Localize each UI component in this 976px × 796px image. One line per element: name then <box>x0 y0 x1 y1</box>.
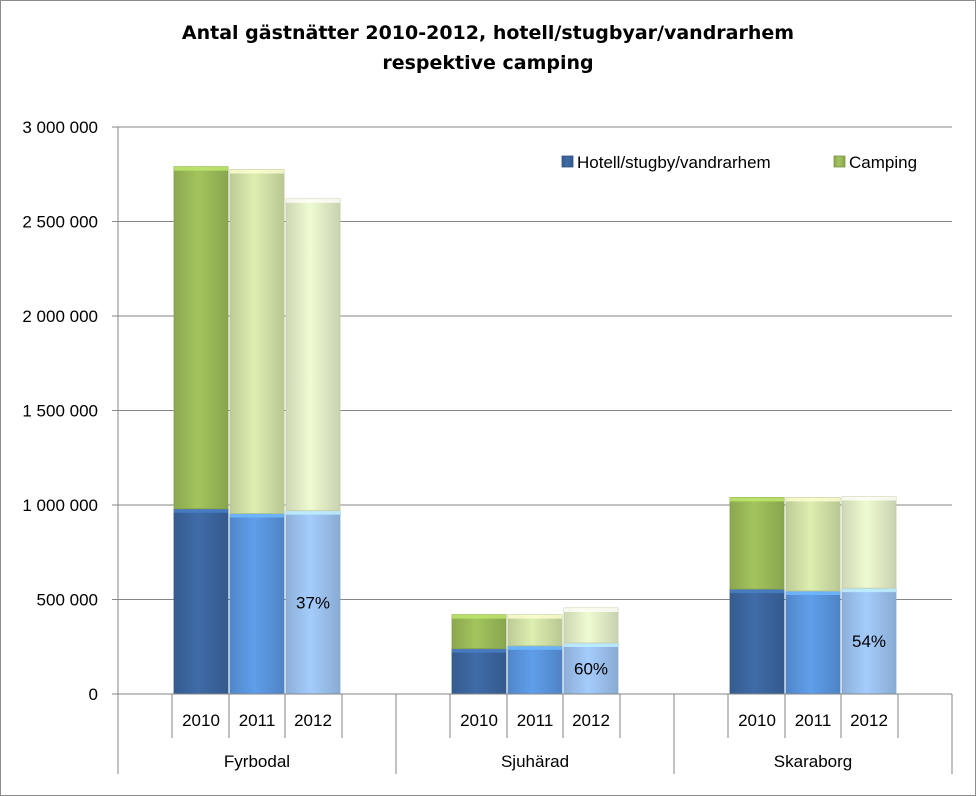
y-tick-label: 1 500 000 <box>22 402 98 421</box>
bar-highlight <box>842 588 896 593</box>
legend-label: Camping <box>849 153 917 172</box>
bar-camping-fyrbodal-2012 <box>285 198 341 512</box>
bar-highlight <box>730 497 784 502</box>
y-tick-label: 500 000 <box>37 591 98 610</box>
x-group-label: Skaraborg <box>774 752 852 771</box>
y-tick-label: 1 000 000 <box>22 496 98 515</box>
bar-camping-skaraborg-2010 <box>729 497 785 590</box>
bar-highlight <box>786 497 840 502</box>
bar-hotell-skaraborg-2011 <box>785 590 841 695</box>
bar-highlight <box>508 614 562 619</box>
bar-highlight <box>230 169 284 174</box>
x-tick-year: 2011 <box>239 711 276 730</box>
bar-hotell-fyrbodal-2012 <box>285 510 341 695</box>
bar-hotell-fyrbodal-2010 <box>173 508 229 695</box>
chart-title-line2: respektive camping <box>382 52 594 74</box>
bar-camping-fyrbodal-2010 <box>173 166 229 510</box>
bar-highlight <box>564 642 618 647</box>
share-label: 60% <box>574 659 608 678</box>
bars <box>173 166 897 695</box>
legend-swatch <box>833 155 846 168</box>
share-label: 54% <box>852 632 886 651</box>
chart-title-line1: Antal gästnätter 2010-2012, hotell/stugb… <box>181 22 795 44</box>
bar-highlight <box>508 645 562 650</box>
legend-label: Hotell/stugby/vandrarhem <box>577 153 771 172</box>
bar-highlight <box>730 589 784 594</box>
bar-camping-sjuhärad-2010 <box>451 614 507 650</box>
bar-highlight <box>842 496 896 501</box>
bar-camping-fyrbodal-2011 <box>229 169 285 514</box>
legend-swatch <box>561 155 574 168</box>
y-tick-label: 0 <box>89 685 98 704</box>
data-labels: 37% 60% 54% <box>296 593 886 678</box>
y-tick-label: 2 500 000 <box>22 213 98 232</box>
x-tick-year: 2011 <box>517 711 554 730</box>
y-axis-ticks: 0 500 000 1 000 000 1 500 000 2 000 000 2 500… <box>22 118 119 774</box>
bar-highlight <box>286 510 340 515</box>
x-tick-year: 2010 <box>460 711 498 730</box>
bar-highlight <box>564 608 618 613</box>
x-tick-year: 2011 <box>795 711 832 730</box>
bar-highlight <box>452 648 506 653</box>
bar-camping-sjuhärad-2012 <box>563 607 619 644</box>
bar-hotell-fyrbodal-2011 <box>229 513 285 695</box>
bar-hotell-sjuhärad-2012 <box>563 642 619 695</box>
x-tick-year: 2010 <box>182 711 220 730</box>
bar-camping-skaraborg-2011 <box>785 497 841 592</box>
bar-hotell-sjuhärad-2011 <box>507 645 563 695</box>
x-tick-year: 2010 <box>738 711 776 730</box>
x-tick-year: 2012 <box>572 711 610 730</box>
bar-camping-sjuhärad-2011 <box>507 614 563 647</box>
bar-highlight <box>786 590 840 595</box>
bar-hotell-skaraborg-2012 <box>841 587 897 695</box>
bar-highlight <box>230 513 284 518</box>
bar-hotell-sjuhärad-2010 <box>451 648 507 695</box>
share-label: 37% <box>296 593 330 612</box>
bar-camping-skaraborg-2012 <box>841 496 897 589</box>
bar-hotell-skaraborg-2010 <box>729 588 785 695</box>
bar-highlight <box>174 166 228 171</box>
y-tick-label: 2 000 000 <box>22 307 98 326</box>
x-tick-year: 2012 <box>294 711 332 730</box>
y-tick-label: 3 000 000 <box>22 118 98 137</box>
x-group-label: Fyrbodal <box>224 752 290 771</box>
x-tick-year: 2012 <box>850 711 888 730</box>
bar-highlight <box>286 198 340 203</box>
legend: Hotell/stugby/vandrarhem Camping <box>561 153 917 172</box>
x-axis: 2010 2011 2012 Fyrbodal 2010 2011 2012 Sjuhärad… <box>118 693 953 774</box>
x-group-label: Sjuhärad <box>501 752 569 771</box>
bar-highlight <box>174 508 228 513</box>
chart-title: Antal gästnätter 2010-2012, hotell/stugb… <box>0 18 976 78</box>
bar-highlight <box>452 614 506 619</box>
